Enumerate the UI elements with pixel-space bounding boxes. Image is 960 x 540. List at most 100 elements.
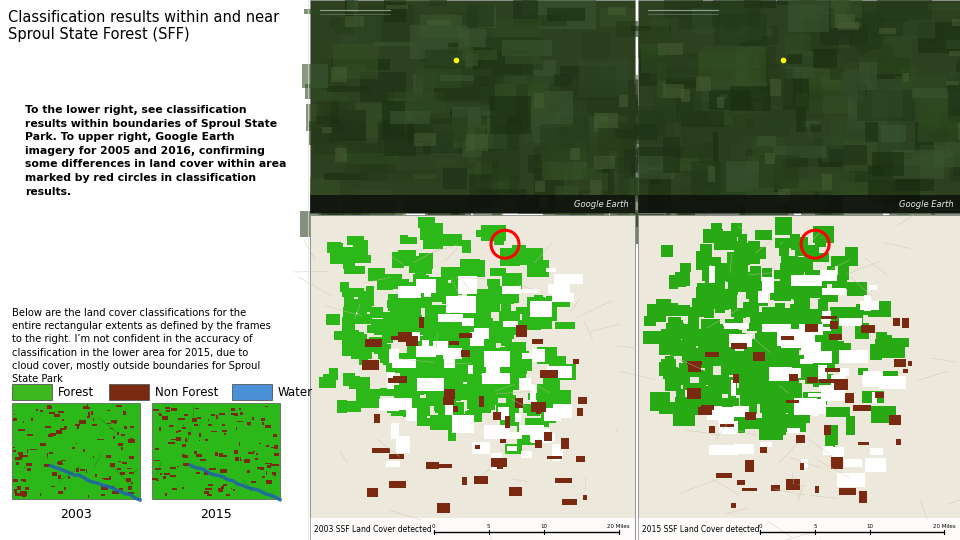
Bar	[754, 102, 762, 110]
Bar	[421, 280, 432, 294]
Bar	[733, 406, 749, 417]
Bar	[387, 100, 430, 117]
Bar	[616, 22, 644, 37]
Bar	[829, 197, 843, 213]
Bar	[638, 215, 960, 540]
Bar	[676, 276, 686, 287]
Bar	[456, 301, 475, 315]
Bar	[735, 308, 746, 318]
Bar	[712, 2, 760, 27]
Bar	[300, 211, 339, 237]
Bar	[784, 181, 807, 192]
Bar	[497, 97, 526, 129]
Bar	[958, 124, 960, 140]
Bar	[492, 19, 541, 52]
Bar	[231, 408, 235, 411]
Bar	[414, 117, 468, 141]
Bar	[454, 316, 470, 324]
Bar	[804, 309, 820, 318]
Bar	[781, 255, 792, 271]
Bar	[611, 151, 618, 183]
Bar	[752, 355, 774, 361]
Bar	[162, 416, 168, 420]
Bar	[441, 47, 479, 54]
Bar	[474, 379, 498, 396]
Bar	[55, 414, 57, 417]
Bar	[881, 125, 905, 142]
Bar	[60, 428, 66, 430]
Bar	[398, 286, 421, 298]
Bar	[618, 152, 657, 171]
Bar	[778, 339, 788, 351]
Bar	[468, 119, 500, 130]
Bar	[23, 421, 24, 423]
Bar	[708, 90, 751, 110]
Bar	[462, 240, 471, 253]
Bar	[383, 145, 427, 154]
Bar	[428, 323, 452, 341]
Bar	[417, 319, 426, 327]
Bar	[195, 408, 199, 409]
Bar	[742, 488, 757, 491]
Bar	[693, 89, 738, 111]
Bar	[710, 288, 722, 303]
Bar	[665, 77, 699, 89]
Bar	[508, 320, 520, 335]
Bar	[821, 384, 844, 398]
Bar	[257, 467, 264, 469]
Bar	[450, 364, 462, 381]
Bar	[787, 0, 829, 32]
Bar	[388, 379, 405, 383]
Bar	[481, 302, 491, 318]
Bar	[579, 397, 587, 404]
Bar	[529, 420, 549, 427]
Bar	[549, 396, 563, 413]
Bar	[804, 373, 828, 384]
Bar	[845, 119, 900, 153]
Bar	[860, 301, 879, 310]
Bar	[516, 325, 527, 336]
Bar	[821, 340, 838, 356]
Bar	[790, 312, 800, 330]
Bar	[549, 358, 559, 372]
Bar	[371, 338, 381, 350]
Bar	[84, 407, 89, 409]
Bar	[787, 54, 802, 64]
Bar	[600, 61, 612, 73]
Bar	[432, 348, 453, 362]
Bar	[810, 322, 824, 338]
Bar	[492, 208, 501, 224]
Bar	[160, 473, 161, 475]
Bar	[746, 359, 756, 375]
Bar	[231, 488, 232, 489]
Bar	[760, 367, 775, 383]
Bar	[23, 481, 26, 482]
Bar	[16, 462, 19, 465]
Bar	[76, 443, 78, 444]
Bar	[54, 414, 60, 417]
Bar	[262, 476, 265, 478]
Bar	[839, 349, 868, 363]
Bar	[493, 411, 501, 420]
Bar	[463, 128, 488, 148]
Bar	[466, 134, 489, 151]
Bar	[918, 22, 960, 53]
Bar	[548, 390, 571, 409]
Bar	[400, 235, 409, 244]
Bar	[757, 323, 768, 335]
Bar	[688, 396, 701, 415]
Bar	[756, 325, 776, 332]
Bar	[207, 420, 209, 421]
Bar	[326, 314, 340, 325]
Bar	[58, 462, 62, 464]
Bar	[759, 442, 772, 447]
Bar	[804, 333, 823, 344]
Bar	[275, 472, 276, 476]
Bar	[518, 194, 570, 214]
Bar	[487, 279, 500, 286]
Bar	[547, 366, 572, 377]
Bar	[756, 370, 770, 384]
Bar	[555, 115, 602, 137]
Bar	[382, 101, 405, 139]
Bar	[798, 310, 810, 328]
